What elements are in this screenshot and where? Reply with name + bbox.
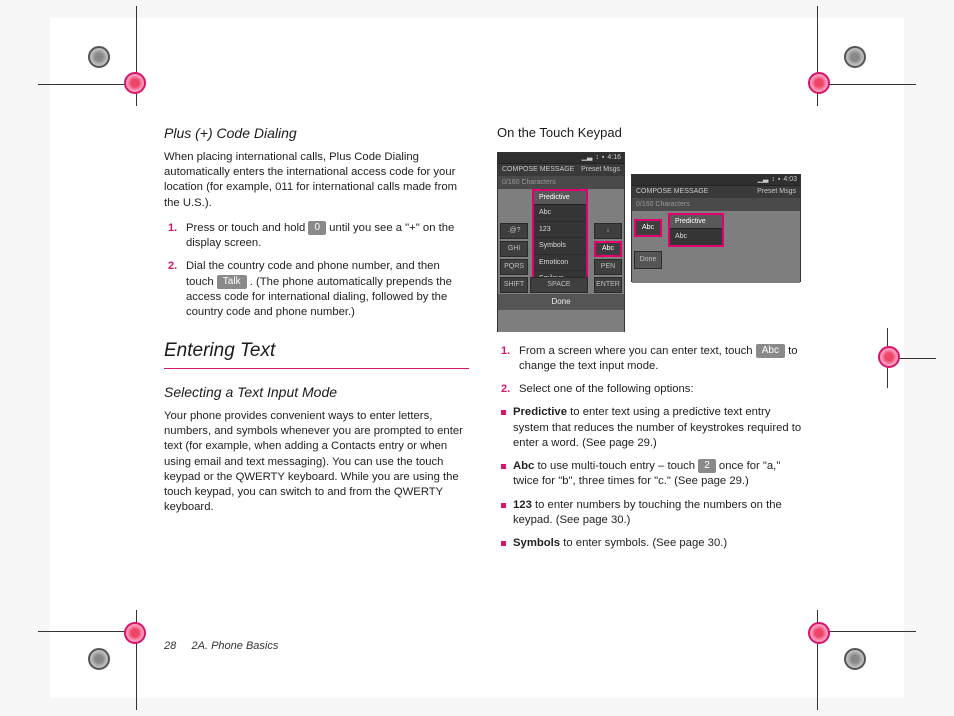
menu-item: Predictive: [534, 191, 586, 205]
menu-item: Emoticon: [534, 255, 586, 271]
key-abc-highlighted: Abc: [594, 241, 622, 257]
option-label: Predictive: [513, 406, 567, 418]
page-number: 28: [164, 640, 176, 652]
option-label: 123: [513, 499, 532, 511]
cropmark-bl: [78, 630, 138, 690]
key-pen: PEN: [594, 259, 622, 275]
status-bar: ▁▃ ↕ ▪ 4:16: [498, 153, 624, 164]
page-content: Plus (+) Code Dialing When placing inter…: [164, 124, 802, 654]
step-number: 2.: [501, 382, 510, 397]
manual-page: Plus (+) Code Dialing When placing inter…: [50, 18, 904, 698]
key-punct: .@?: [500, 223, 528, 239]
title-left: COMPOSE MESSAGE: [502, 165, 574, 174]
cropmark-br: [816, 630, 876, 690]
key-ghi: GHI: [500, 241, 528, 257]
arrow-icon: ↕: [595, 153, 599, 162]
arrow-icon: ↕: [771, 175, 775, 184]
para-plus-code: When placing international calls, Plus C…: [164, 150, 469, 211]
page-footer: 28 2A. Phone Basics: [164, 639, 278, 654]
title-right: Preset Msgs: [757, 187, 796, 196]
status-bar: ▁▃ ↕ ▪ 4:03: [632, 175, 800, 186]
status-time: 4:16: [607, 153, 621, 162]
key-space: SPACE: [530, 277, 588, 293]
title-bar: COMPOSE MESSAGE Preset Msgs: [498, 164, 624, 176]
heading-entering-text: Entering Text: [164, 338, 469, 369]
phone-body: .@? GHI PQRS SHIFT Predictive Abc 123 Sy…: [498, 189, 624, 332]
key-enter: ENTER: [594, 277, 622, 293]
heading-plus-code: Plus (+) Code Dialing: [164, 124, 469, 143]
battery-icon: ▪: [778, 175, 780, 184]
para-selecting-mode: Your phone provides convenient ways to e…: [164, 409, 469, 516]
option-abc: Abc to use multi-touch entry – touch 2 o…: [513, 459, 802, 490]
char-count: 0/160 Characters: [632, 198, 800, 211]
step-text-pre: From a screen where you can enter text, …: [519, 345, 756, 357]
column-left: Plus (+) Code Dialing When placing inter…: [164, 124, 469, 654]
done-bar: Done: [498, 294, 624, 310]
heading-touch-keypad: On the Touch Keypad: [497, 124, 802, 142]
option-label: Symbols: [513, 537, 560, 549]
title-bar: COMPOSE MESSAGE Preset Msgs: [632, 186, 800, 198]
menu-item: Abc: [670, 229, 722, 244]
step-text-pre: Press or touch and hold: [186, 222, 308, 234]
option-label: Abc: [513, 460, 534, 472]
cropmark-tl: [78, 26, 138, 86]
title-right: Preset Msgs: [581, 165, 620, 174]
menu-item: Abc: [534, 205, 586, 221]
menu-item: Symbols: [534, 238, 586, 254]
cropmark-mr: [856, 328, 916, 388]
key-abc-side: Abc: [634, 219, 662, 237]
step-number: 2.: [168, 259, 177, 274]
steps-plus-code: 1. Press or touch and hold 0 until you s…: [164, 221, 469, 321]
section-crumb: 2A. Phone Basics: [192, 640, 279, 652]
key-pqrs: PQRS: [500, 259, 528, 275]
phone-menu-full: ▁▃ ↕ ▪ 4:16 COMPOSE MESSAGE Preset Msgs …: [497, 152, 625, 332]
step-1: 1. From a screen where you can enter tex…: [519, 344, 802, 375]
option-predictive: Predictive to enter text using a predict…: [513, 405, 802, 451]
phone-screenshots: ▁▃ ↕ ▪ 4:16 COMPOSE MESSAGE Preset Msgs …: [497, 152, 802, 332]
option-desc-pre: to use multi-touch entry – touch: [534, 460, 698, 472]
option-desc: to enter symbols. (See page 30.): [560, 537, 727, 549]
step-number: 1.: [501, 344, 510, 359]
phone-body: Abc Done Predictive Abc: [632, 211, 800, 283]
cropmark-tr: [816, 26, 876, 86]
key-done-side: Done: [634, 251, 662, 269]
input-mode-menu-small: Predictive Abc: [668, 213, 724, 247]
option-123: 123 to enter numbers by touching the num…: [513, 498, 802, 529]
step-text: Select one of the following options:: [519, 383, 694, 395]
column-right: On the Touch Keypad ▁▃ ↕ ▪ 4:16 COMPOSE …: [497, 124, 802, 654]
option-desc: to enter numbers by touching the numbers…: [513, 499, 782, 526]
step-number: 1.: [168, 221, 177, 236]
step-2: 2. Select one of the following options:: [519, 382, 802, 397]
step-2: 2. Dial the country code and phone numbe…: [186, 259, 469, 320]
title-left: COMPOSE MESSAGE: [636, 187, 708, 196]
key-zero: 0: [308, 221, 326, 235]
menu-item: 123: [534, 222, 586, 238]
option-symbols: Symbols to enter symbols. (See page 30.): [513, 536, 802, 551]
key-shift: SHIFT: [500, 277, 528, 293]
key-download-icon: ↓: [594, 223, 622, 239]
key-two: 2: [698, 459, 716, 473]
battery-icon: ▪: [602, 153, 604, 162]
char-count: 0/160 Characters: [498, 176, 624, 189]
key-talk: Talk: [217, 275, 247, 289]
input-mode-options: Predictive to enter text using a predict…: [497, 405, 802, 551]
phone-menu-landscape: ▁▃ ↕ ▪ 4:03 COMPOSE MESSAGE Preset Msgs …: [631, 174, 801, 282]
signal-icon: ▁▃: [758, 175, 769, 184]
signal-icon: ▁▃: [582, 153, 593, 162]
menu-item: Predictive: [670, 215, 722, 229]
step-1: 1. Press or touch and hold 0 until you s…: [186, 221, 469, 252]
input-mode-menu: Predictive Abc 123 Symbols Emoticon Smil…: [532, 189, 588, 289]
status-time: 4:03: [783, 175, 797, 184]
key-abc: Abc: [756, 344, 785, 358]
steps-touch-keypad: 1. From a screen where you can enter tex…: [497, 344, 802, 398]
heading-selecting-mode: Selecting a Text Input Mode: [164, 383, 469, 402]
